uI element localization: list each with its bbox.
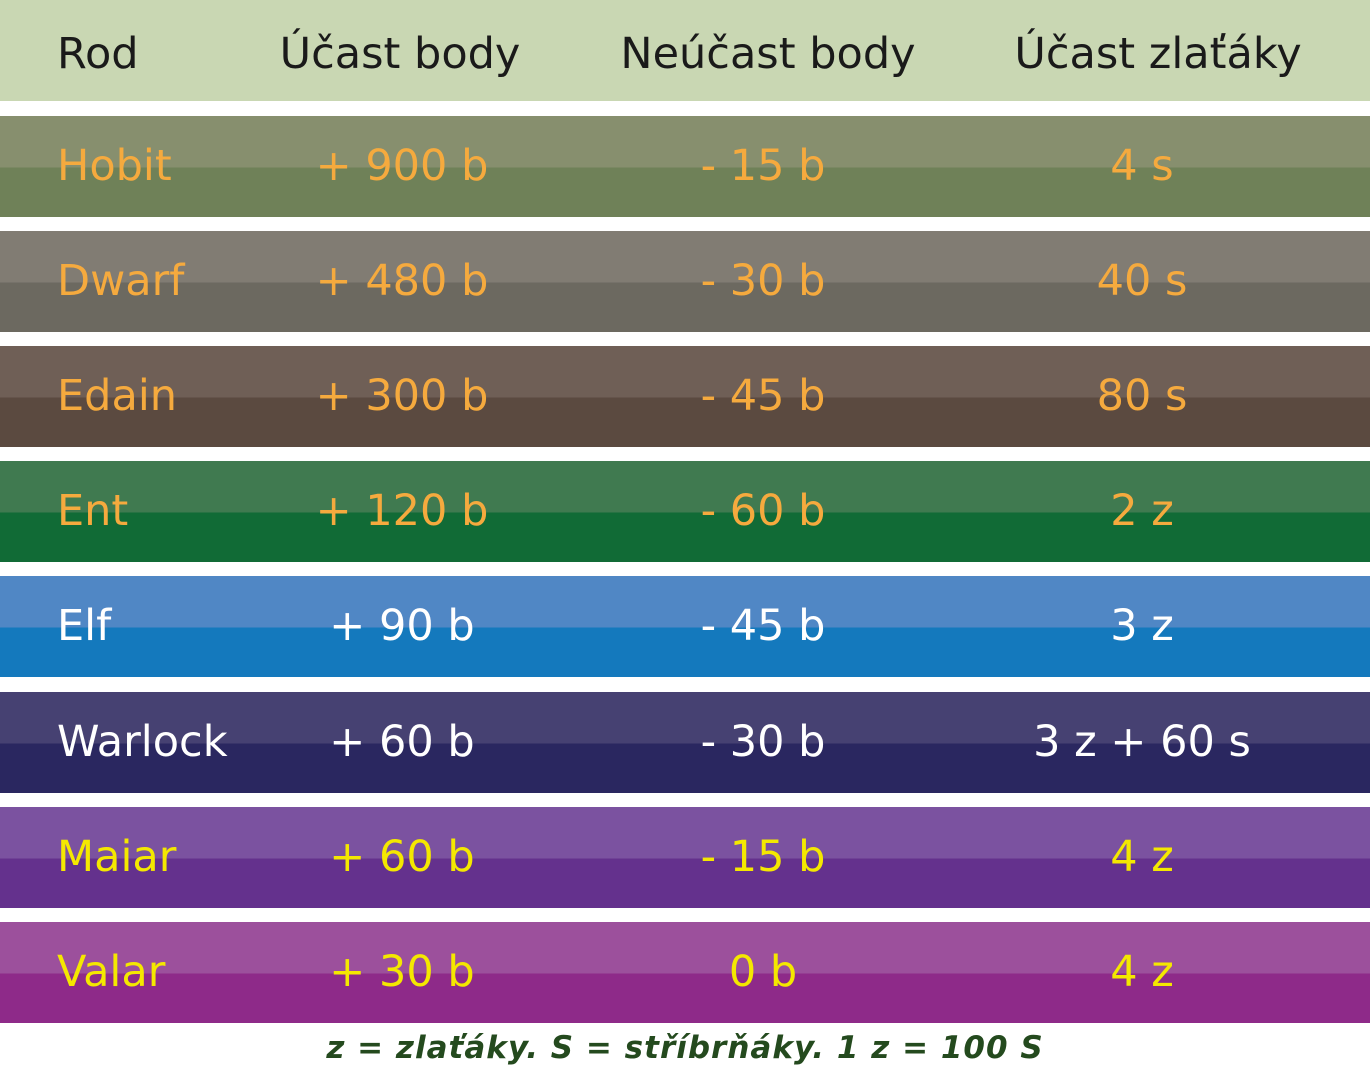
table-cell: - 45 b [700,371,826,422]
table-cell: + 900 b [315,141,489,191]
table-cell: - 45 b [700,601,826,652]
table-cell: + 60 b [329,716,475,767]
header-cell: Rod [57,29,139,79]
table-cell: - 60 b [700,486,826,537]
table-cell: + 120 b [315,486,489,537]
table-cell: Edain [57,371,178,422]
table-row: Ent + 120 b - 60 b 2 z [0,461,1370,563]
table-row: Hobit + 900 b - 15 b 4 s [0,116,1370,217]
table-row: Valar + 30 b 0 b 4 z [0,921,1370,1023]
table-row: Elf + 90 b - 45 b 3 z [0,576,1370,678]
header-cell: Neúčast body [620,29,916,79]
table-cell: + 90 b [329,601,475,652]
table-cell: Warlock [57,716,228,767]
table-cell: 40 s [1096,256,1188,307]
table-cell: Elf [57,601,112,652]
table-cell: Ent [57,486,129,537]
table-cell: Hobit [57,141,172,191]
header-cell: Účast zlaťáky [1014,29,1302,79]
footnote: z = zlaťáky. S = stříbrňáky. 1 z = 100 S [326,1030,1044,1066]
header-cell: Účast body [279,29,521,79]
table-cell: - 30 b [700,716,826,767]
table-cell: 2 z [1110,486,1174,537]
table-cell: + 60 b [329,831,475,882]
table-cell: 4 z [1110,946,1174,997]
table-cell: Maiar [57,831,177,882]
table-cell: 80 s [1096,371,1188,422]
table-row: Maiar + 60 b - 15 b 4 z [0,806,1370,908]
table-cell: 3 z [1110,601,1174,652]
table-cell: Valar [57,946,166,997]
table-cell: Dwarf [57,256,185,307]
table-cell: 4 s [1110,141,1174,191]
table-cell: + 300 b [315,371,489,422]
table-row: Warlock + 60 b - 30 b 3 z + 60 s [0,691,1370,793]
table-row: Edain + 300 b - 45 b 80 s [0,346,1370,448]
table-cell: + 30 b [329,946,475,997]
table-cell: 4 z [1110,831,1174,882]
table-cell: - 15 b [700,141,826,191]
table-row: Dwarf + 480 b - 30 b 40 s [0,231,1370,333]
table-cell: - 30 b [700,256,826,307]
header-row: Rod Účast body Neúčast body Účast zlaťáky [0,0,1370,101]
table-cell: - 15 b [700,831,826,882]
table-cell: 0 b [728,946,798,997]
table-cell: 3 z + 60 s [1033,716,1251,767]
table-cell: + 480 b [315,256,489,307]
